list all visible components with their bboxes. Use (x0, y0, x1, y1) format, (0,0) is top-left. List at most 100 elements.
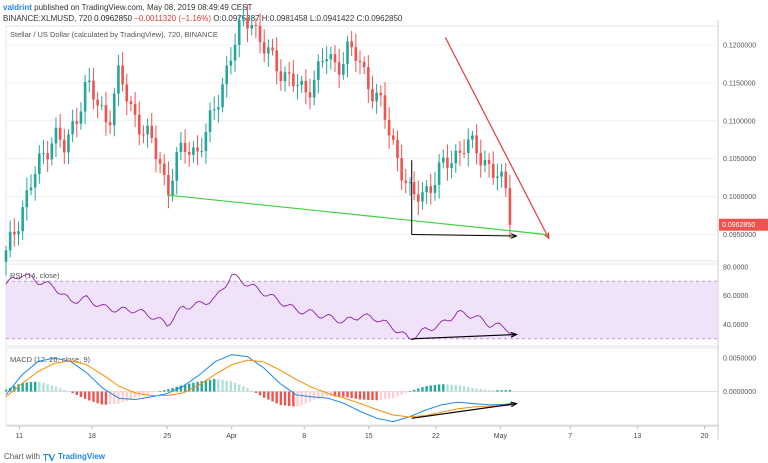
candle (342, 64, 345, 75)
author-link[interactable]: valdrint (3, 3, 32, 12)
candle (321, 61, 324, 63)
candle (358, 60, 362, 63)
candle (242, 18, 245, 20)
candle (425, 186, 428, 193)
candle (258, 25, 262, 43)
macd-histogram-bar (142, 391, 145, 396)
candle (92, 80, 95, 100)
macd-histogram-bar (63, 389, 66, 392)
macd-histogram-bar (367, 391, 370, 400)
candle (458, 150, 462, 153)
macd-histogram-bar (450, 384, 453, 392)
candle (471, 135, 474, 140)
macd-histogram-bar (21, 382, 24, 392)
candle (404, 180, 408, 183)
candle (108, 122, 112, 126)
candle (171, 180, 174, 196)
macd-histogram-bar (125, 391, 128, 401)
macd-tick-label: 0.0000000 (723, 389, 756, 396)
macd-histogram-bar (88, 391, 91, 401)
macd-histogram-bar (304, 391, 308, 404)
candle (154, 138, 158, 160)
time-tick-label: 15 (365, 433, 373, 440)
candle (317, 61, 320, 80)
price-divergence-arrow (411, 233, 517, 237)
macd-histogram-bar (437, 384, 441, 392)
candle (491, 163, 495, 178)
macd-histogram-bar (408, 391, 412, 392)
macd-histogram-bar (462, 386, 466, 392)
macd-histogram-bar (354, 391, 358, 399)
candle (42, 153, 45, 155)
candle (167, 174, 170, 196)
price-title: Stellar / US Dollar (calculated by Tradi… (10, 30, 218, 39)
support-trendline (167, 194, 547, 236)
macd-histogram-bar (504, 390, 507, 392)
candle (416, 194, 420, 202)
macd-histogram-bar (121, 391, 124, 403)
macd-histogram-bar (283, 391, 287, 406)
footer-brand[interactable]: TradingView (58, 452, 105, 461)
macd-histogram-bar (229, 381, 233, 392)
macd-histogram-bar (67, 391, 70, 393)
macd-histogram-bar (346, 391, 349, 398)
macd-histogram-bar (433, 384, 437, 392)
candle (383, 95, 387, 120)
candle (329, 54, 333, 60)
time-tick-label: 18 (88, 433, 96, 440)
time-tick-label: 11 (16, 433, 23, 440)
macd-histogram-bar (204, 380, 208, 392)
candle (296, 84, 299, 87)
macd-histogram-bar (492, 390, 495, 392)
candle (54, 127, 58, 144)
candle (446, 157, 449, 168)
macd-histogram-bar (54, 386, 58, 392)
candle (125, 84, 129, 102)
macd-histogram-bar (508, 389, 512, 392)
macd-histogram-bar (312, 391, 316, 401)
candle (58, 127, 62, 140)
macd-divergence-arrow-head (510, 401, 519, 408)
macd-histogram-bar (188, 383, 191, 392)
macd-histogram-bar (25, 382, 29, 392)
macd-histogram-bar (500, 390, 503, 392)
candle (375, 92, 378, 102)
macd-histogram-bar (333, 391, 337, 397)
candle (187, 151, 191, 155)
macd-histogram-bar (379, 391, 383, 400)
rsi-tick-label: 40.0000 (723, 322, 748, 329)
time-tick-label: 22 (432, 433, 440, 440)
price-tick-label: 0.1100000 (723, 118, 756, 125)
macd-histogram-bar (325, 391, 328, 397)
candle (196, 147, 199, 152)
macd-histogram-bar (96, 391, 99, 404)
macd-histogram-bar (13, 386, 16, 392)
rsi-line (5, 273, 513, 341)
macd-histogram-bar (279, 391, 283, 406)
candle (146, 125, 149, 135)
macd-histogram-bar (17, 384, 20, 392)
rsi-title: RSI (14, close) (10, 271, 60, 280)
candle (75, 121, 79, 124)
macd-histogram-bar (275, 391, 278, 404)
macd-histogram-bar (233, 382, 237, 392)
candle (300, 80, 303, 85)
macd-histogram-bar (92, 391, 95, 402)
time-tick-label: May (494, 433, 508, 440)
macd-histogram-bar (421, 387, 424, 392)
candle (71, 121, 74, 135)
candle (437, 162, 441, 185)
candle (79, 111, 83, 124)
macd-histogram-bar (458, 385, 462, 392)
chart-header: valdrint published on TradingView.com, M… (3, 2, 768, 26)
candle (275, 50, 278, 72)
time-tick-label: 13 (633, 433, 641, 440)
macd-histogram-bar (496, 390, 499, 392)
candle (308, 92, 312, 98)
macd-histogram-bar (350, 391, 353, 399)
macd-histogram-bar (246, 388, 249, 392)
candle (204, 131, 208, 152)
macd-histogram-bar (258, 391, 262, 396)
candle (279, 71, 283, 82)
